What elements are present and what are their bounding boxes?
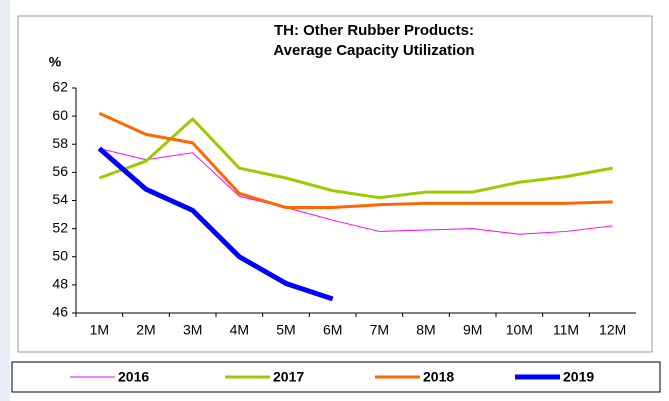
y-tick-label: 56 bbox=[52, 163, 68, 179]
series-line bbox=[97, 146, 334, 302]
x-tick-label: 6M bbox=[323, 322, 342, 338]
x-tick-label: 2M bbox=[136, 322, 155, 338]
legend-label: 2017 bbox=[273, 369, 304, 385]
series-line bbox=[98, 111, 613, 210]
chart-frame bbox=[17, 15, 653, 353]
y-tick-label: 46 bbox=[52, 304, 68, 320]
legend-label: 2019 bbox=[563, 369, 594, 385]
y-tick-label: 60 bbox=[52, 107, 68, 123]
legend-label: 2018 bbox=[423, 369, 454, 385]
x-tick-label: 12M bbox=[599, 322, 626, 338]
x-tick-label: 11M bbox=[553, 322, 579, 338]
x-tick-label: 5M bbox=[276, 322, 295, 338]
series-line bbox=[99, 147, 613, 235]
legend-label: 2016 bbox=[118, 369, 149, 385]
x-tick-label: 4M bbox=[230, 322, 249, 338]
y-tick-label: 54 bbox=[52, 191, 68, 207]
y-axis-label: % bbox=[49, 54, 62, 70]
x-tick-label: 8M bbox=[416, 322, 435, 338]
series-line bbox=[98, 117, 613, 200]
side-stripe bbox=[0, 0, 10, 401]
x-tick-label: 10M bbox=[506, 322, 533, 338]
y-tick-label: 58 bbox=[52, 135, 68, 151]
y-tick-label: 50 bbox=[52, 247, 68, 263]
x-tick-label: 1M bbox=[90, 322, 109, 338]
y-tick-label: 48 bbox=[52, 276, 68, 292]
x-tick-label: 7M bbox=[370, 322, 389, 338]
x-tick-label: 3M bbox=[183, 322, 202, 338]
y-tick-label: 62 bbox=[52, 79, 68, 95]
chart-subtitle: Average Capacity Utilization bbox=[273, 42, 474, 59]
chart-title: TH: Other Rubber Products: bbox=[274, 22, 474, 39]
y-tick-label: 52 bbox=[52, 219, 68, 235]
x-tick-label: 9M bbox=[463, 322, 482, 338]
